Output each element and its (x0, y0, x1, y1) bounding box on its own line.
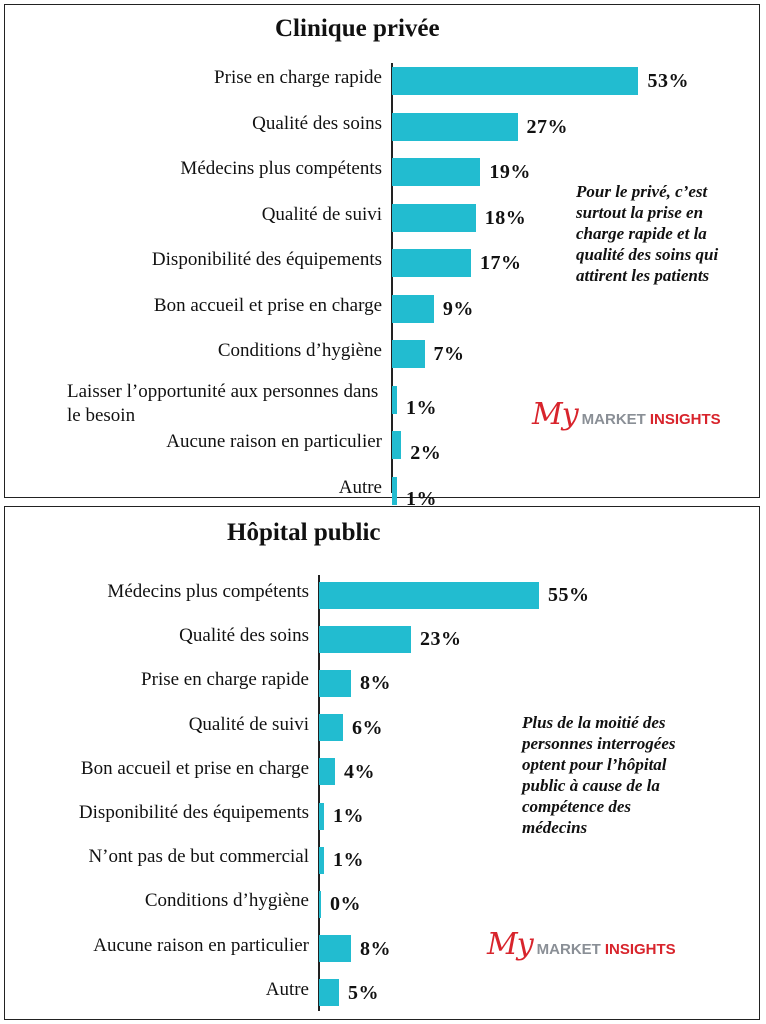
value-label: 19% (489, 161, 531, 183)
chart-title: Clinique privée (275, 15, 440, 42)
value-label: 4% (344, 760, 375, 783)
bar (319, 758, 335, 786)
chart-panel-hopital-public: Hôpital public Plus de la moitié des per… (4, 506, 760, 1020)
market-insights-logo: My MARKET INSIGHTS (487, 927, 676, 962)
value-label: 17% (480, 252, 522, 274)
category-label: Médecins plus compétents (107, 581, 309, 602)
chart-panel-clinique-privee: Clinique privée Pour le privé, c’est sur… (4, 4, 760, 510)
logo-market-text: MARKET (581, 411, 646, 428)
value-label: 9% (442, 297, 474, 320)
value-label: 0% (330, 893, 361, 916)
category-label: Bon accueil et prise en charge (80, 757, 309, 779)
value-label: 55% (548, 584, 590, 606)
logo-insights-text: INSIGHTS (649, 411, 721, 428)
category-label: Autre (265, 978, 309, 1000)
category-label: Bon accueil et prise en charge (153, 294, 382, 316)
value-label: 1% (333, 849, 364, 872)
bar (319, 581, 539, 609)
value-label: 5% (348, 981, 379, 1004)
value-label: 1% (333, 805, 364, 827)
bar (392, 112, 518, 141)
value-label: 6% (352, 716, 383, 739)
value-label: 27% (526, 115, 569, 138)
chart-annotation: Plus de la moitié des personnes interrog… (522, 713, 676, 837)
category-label: Aucune raison en particulier (166, 431, 382, 452)
value-label: 1% (406, 396, 437, 419)
category-label: Qualité de suivi (261, 203, 382, 225)
bar (392, 431, 402, 459)
category-label: Qualité des soins (179, 625, 309, 647)
category-label: Conditions d’hygiène (144, 890, 309, 912)
bar (319, 625, 411, 653)
value-label: 23% (420, 628, 462, 651)
chart-title: Hôpital public (227, 519, 381, 546)
value-label: 2% (410, 442, 442, 464)
category-label: N’ont pas de but commercial (88, 846, 309, 868)
category-label: Disponibilité des équipements (78, 802, 309, 823)
logo-my-text: My (487, 927, 534, 962)
value-label: 18% (484, 206, 527, 229)
category-label: Autre (338, 476, 382, 498)
category-label: Prise en charge rapide (214, 67, 382, 88)
y-axis-line (318, 575, 320, 1011)
category-label: Prise en charge rapide (141, 669, 309, 691)
bar (319, 714, 343, 742)
logo-market-text: MARKET (536, 941, 601, 958)
bar (319, 890, 321, 918)
bar (319, 979, 339, 1007)
logo-insights-text: INSIGHTS (604, 941, 676, 958)
value-label: 53% (647, 70, 689, 92)
bar (392, 67, 639, 95)
bar (392, 158, 481, 186)
category-label: Laisser l’opportunité aux personnes dans… (67, 380, 379, 426)
category-label: Disponibilité des équipements (151, 249, 382, 270)
chart-annotation: Pour le privé, c’est surtout la prise en… (576, 182, 719, 285)
bar (319, 935, 351, 963)
bar (392, 385, 397, 414)
market-insights-logo: My MARKET INSIGHTS (532, 397, 721, 432)
category-label: Qualité des soins (252, 112, 382, 134)
logo-my-text: My (532, 397, 579, 432)
bar (392, 340, 425, 368)
bar (319, 669, 351, 697)
value-label: 8% (360, 937, 391, 960)
category-label: Qualité de suivi (188, 713, 309, 735)
y-axis-line (391, 63, 393, 493)
bar (392, 476, 397, 505)
category-label: Médecins plus compétents (180, 158, 382, 179)
bar (392, 203, 476, 232)
bar (392, 294, 434, 323)
bar (319, 802, 324, 830)
bar (319, 846, 324, 874)
value-label: 1% (406, 487, 437, 510)
value-label: 8% (360, 672, 391, 695)
bar (392, 249, 472, 277)
category-label: Conditions d’hygiène (217, 340, 382, 361)
value-label: 7% (433, 343, 465, 365)
category-label: Aucune raison en particulier (93, 934, 309, 956)
